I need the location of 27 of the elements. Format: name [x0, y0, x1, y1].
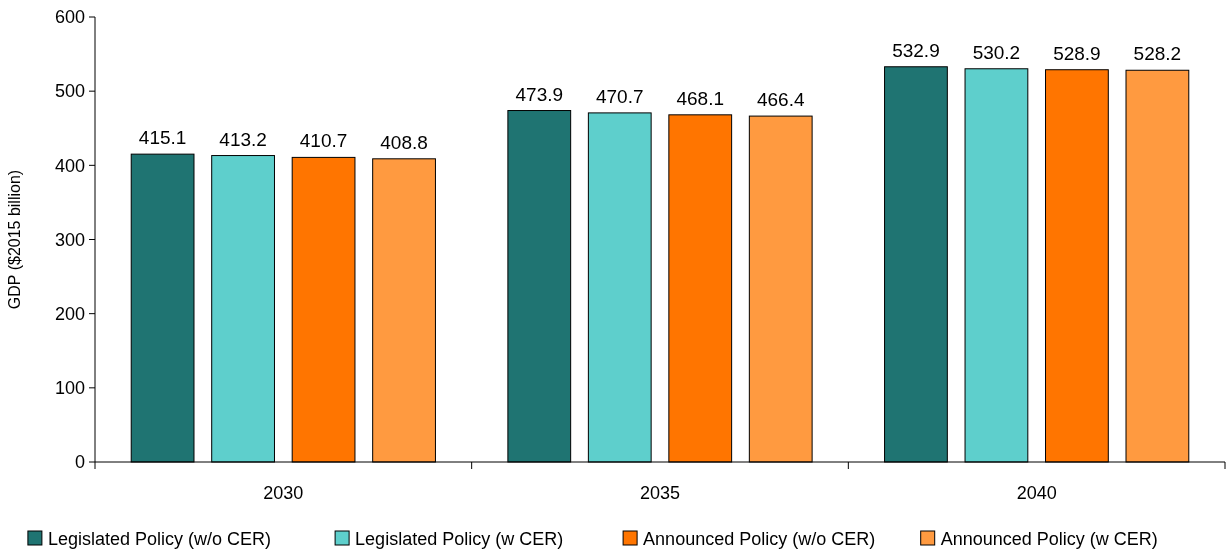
- x-tick-label: 2030: [263, 483, 304, 503]
- y-tick-label: 100: [54, 378, 85, 399]
- data-label: 466.4: [756, 89, 805, 111]
- data-label: 473.9: [515, 83, 564, 105]
- data-label: 408.8: [380, 131, 428, 153]
- legend-label: Legislated Policy (w CER): [355, 529, 564, 549]
- data-label: 415.1: [138, 127, 187, 149]
- data-label: 410.7: [299, 130, 348, 152]
- y-tick-label: 300: [54, 229, 85, 250]
- legend-label: Announced Policy (w/o CER): [643, 529, 876, 549]
- data-label: 530.2: [972, 41, 1021, 63]
- legend-label: Announced Policy (w CER): [940, 529, 1158, 549]
- x-tick-label: 2035: [639, 483, 681, 503]
- y-tick-label: 400: [54, 155, 85, 176]
- data-label: 413.2: [219, 128, 267, 150]
- data-label: 528.2: [1133, 43, 1182, 65]
- y-tick-label: 600: [54, 7, 85, 28]
- x-tick-label: 2040: [1016, 483, 1057, 503]
- y-tick-label: 500: [54, 81, 85, 102]
- data-label: 528.9: [1053, 42, 1101, 64]
- y-axis-title: GDP ($2015 billion): [6, 169, 23, 310]
- y-tick-label: 0: [74, 452, 85, 473]
- y-tick-label: 200: [54, 303, 85, 324]
- data-label: 532.9: [892, 39, 940, 61]
- data-label: 468.1: [676, 87, 725, 109]
- legend-label: Legislated Policy (w/o CER): [47, 529, 271, 549]
- data-label: 470.7: [595, 85, 644, 107]
